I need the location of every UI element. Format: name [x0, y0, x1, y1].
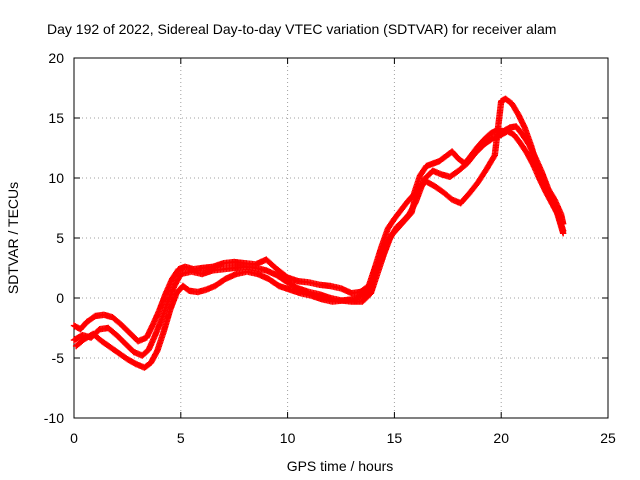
x-axis-label: GPS time / hours: [287, 458, 394, 474]
y-tick-label: -10: [44, 410, 64, 426]
axis-ticks: 0 5 10 15 20 25 -10 -5 0 5 10 15 20: [44, 50, 616, 446]
x-tick-label: 20: [493, 430, 509, 446]
x-tick-label: 0: [70, 430, 78, 446]
y-axis-label: SDTVAR / TECUs: [5, 182, 21, 294]
y-tick-label: 0: [56, 290, 64, 306]
series-trace-c: [72, 95, 567, 371]
series-trace-a: [70, 123, 567, 345]
y-tick-label: 15: [48, 110, 64, 126]
data-point: [490, 153, 498, 160]
grid-lines: [74, 58, 608, 418]
x-tick-label: 5: [177, 430, 185, 446]
y-tick-label: 5: [56, 230, 64, 246]
chart-title: Day 192 of 2022, Sidereal Day-to-day VTE…: [47, 21, 556, 37]
data-points: [70, 95, 567, 371]
y-tick-label: 20: [48, 50, 64, 66]
x-tick-label: 15: [387, 430, 403, 446]
y-tick-label: 10: [48, 170, 64, 186]
x-tick-label: 10: [280, 430, 296, 446]
data-point: [559, 230, 567, 237]
y-tick-label: -5: [52, 350, 65, 366]
x-tick-label: 25: [600, 430, 616, 446]
